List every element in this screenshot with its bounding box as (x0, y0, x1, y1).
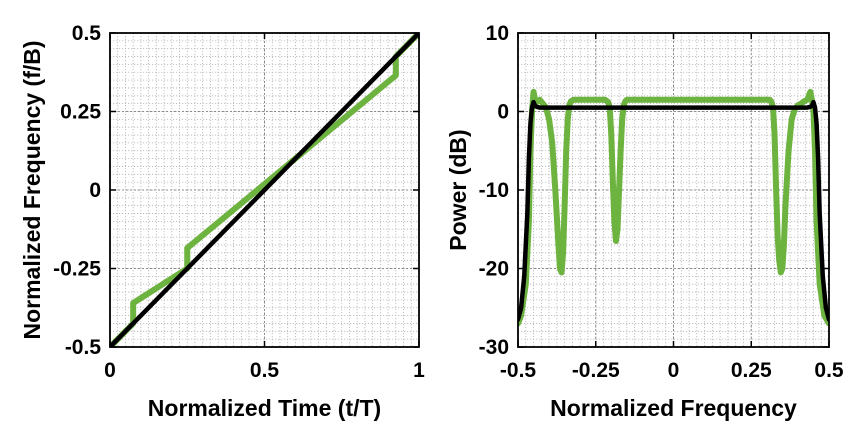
y-tick-label: 0.25 (60, 101, 101, 124)
y-tick-label: 10 (486, 22, 509, 45)
series-group (518, 88, 829, 327)
x-tick-label: 0.5 (814, 359, 844, 382)
series-line-2 (518, 99, 829, 322)
left-chart: 0 0.5 1 -0.5 -0.25 0 0.25 0.5 Normalized Time (t… (19, 22, 425, 421)
x-axis-label: Normalized Frequency (550, 395, 797, 421)
y-tick-label: -20 (479, 258, 509, 281)
x-tick-label: 0 (104, 359, 116, 382)
y-tick-label: 0.5 (72, 22, 102, 45)
x-tick-label: 0.5 (250, 359, 280, 382)
right-chart: -0.5 -0.25 0 0.25 0.5 -30 -20 -10 0 10 Normalized … (445, 22, 844, 421)
x-tick-label: 0 (668, 359, 680, 382)
y-axis-label: Power (dB) (445, 129, 471, 250)
y-tick-label: -0.25 (53, 258, 101, 281)
x-tick-label: 0.25 (731, 359, 772, 382)
series-line-2 (110, 33, 419, 347)
y-tick-label: -0.5 (65, 336, 102, 359)
y-tick-label: -30 (479, 336, 509, 359)
grid (109, 32, 420, 348)
x-tick-label: -0.25 (572, 359, 620, 382)
y-axis-label: Normalized Frequency (f/B) (19, 40, 45, 339)
x-axis-label: Normalized Time (t/T) (148, 395, 381, 421)
x-tick-label: -0.5 (500, 359, 537, 382)
y-tick-label: 0 (497, 101, 509, 124)
x-tick-label: 1 (413, 359, 425, 382)
y-tick-label: -10 (479, 179, 509, 202)
series-group (110, 33, 419, 347)
y-tick-label: 0 (89, 179, 101, 202)
